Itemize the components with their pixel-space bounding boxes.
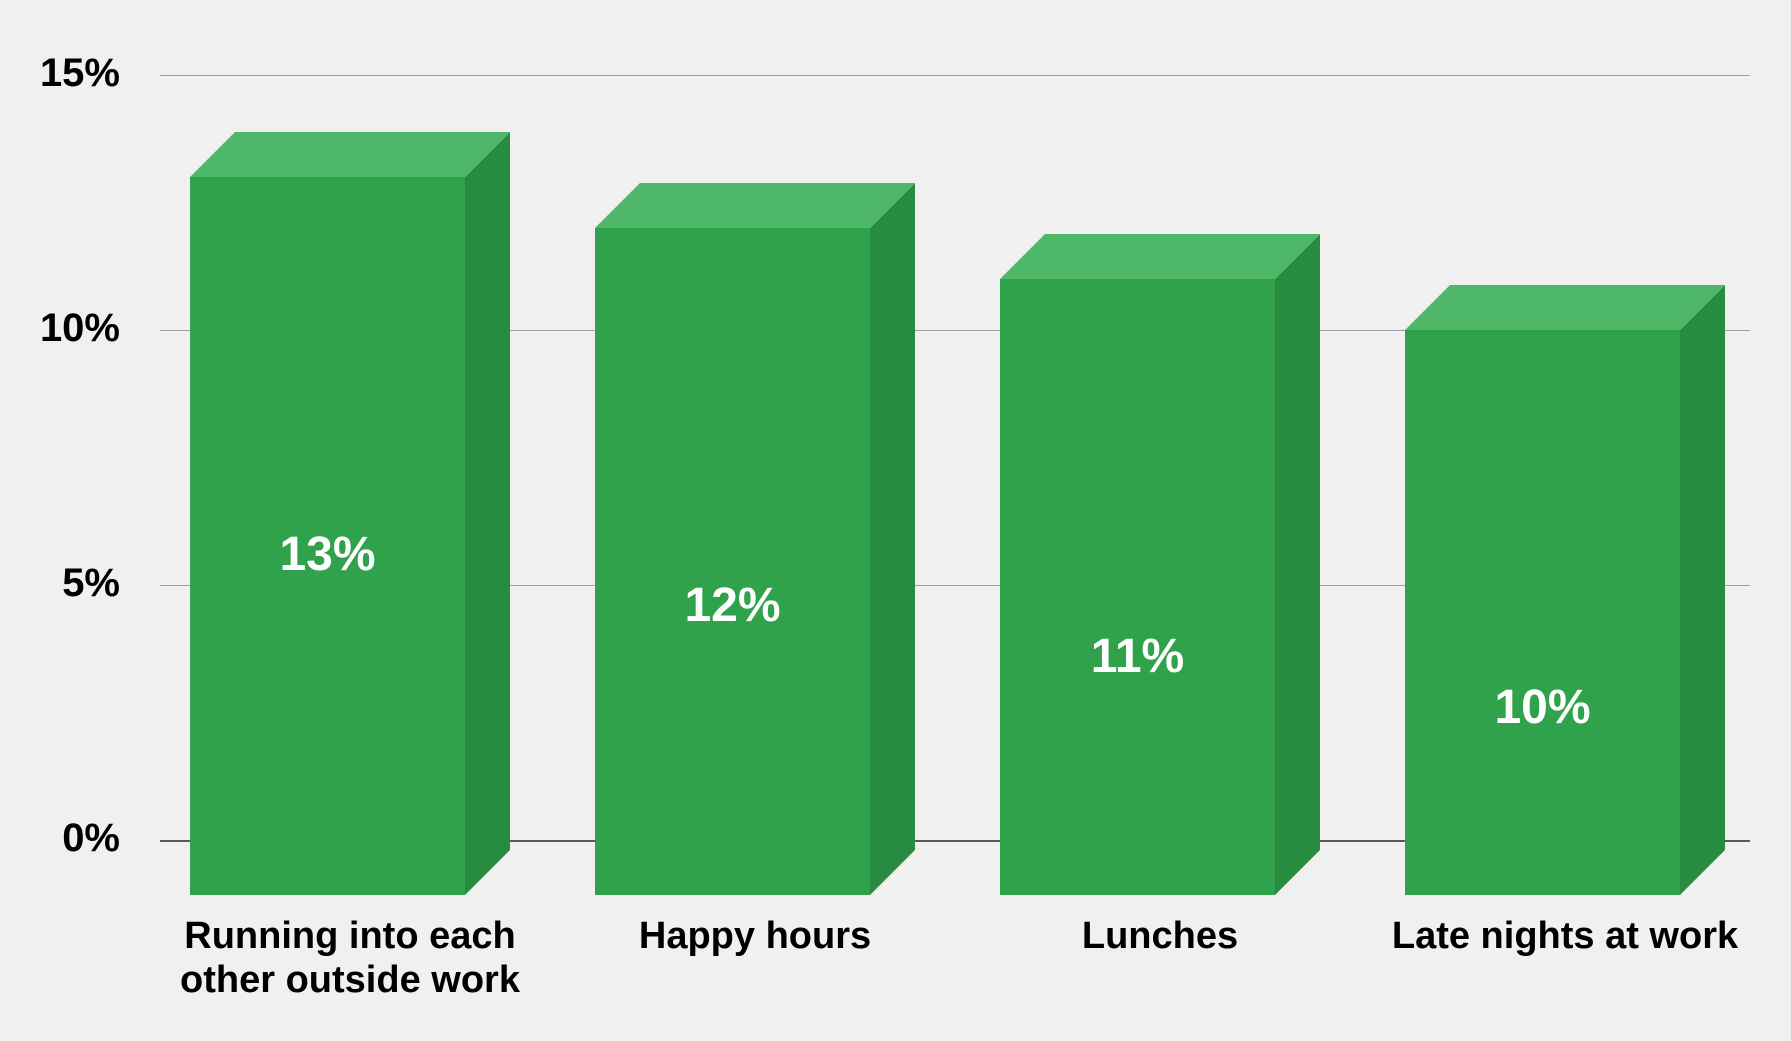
bar-front: 12% xyxy=(595,228,870,895)
y-tick-label: 5% xyxy=(0,561,120,606)
bar-side xyxy=(870,183,915,895)
y-tick-label: 10% xyxy=(0,306,120,351)
x-axis-label: Running into each other outside work xyxy=(160,915,540,1002)
bar-top xyxy=(1000,234,1320,279)
x-axis-label: Happy hours xyxy=(565,915,945,959)
bar-value-label: 10% xyxy=(1405,680,1680,735)
y-tick-label: 15% xyxy=(0,51,120,96)
bar-front: 11% xyxy=(1000,279,1275,895)
bar-front: 13% xyxy=(190,177,465,895)
bar-value-label: 13% xyxy=(190,527,465,582)
bar-front: 10% xyxy=(1405,330,1680,895)
x-axis-label: Late nights at work xyxy=(1375,915,1755,959)
y-tick-label: 0% xyxy=(0,816,120,861)
bar: 13% xyxy=(190,132,510,895)
bar-side xyxy=(465,132,510,895)
gridline xyxy=(160,75,1750,76)
bar-value-label: 12% xyxy=(595,578,870,633)
bar-top xyxy=(1405,285,1725,330)
bar-top xyxy=(190,132,510,177)
bar: 11% xyxy=(1000,234,1320,895)
bar-top xyxy=(595,183,915,228)
bar: 12% xyxy=(595,183,915,895)
bar-side xyxy=(1275,234,1320,895)
bar-side xyxy=(1680,285,1725,895)
bar: 10% xyxy=(1405,285,1725,895)
x-axis-label: Lunches xyxy=(970,915,1350,959)
bar-chart: 0% 5% 10% 15% 13% Running into each other out… xyxy=(0,0,1791,1041)
bar-value-label: 11% xyxy=(1000,629,1275,684)
